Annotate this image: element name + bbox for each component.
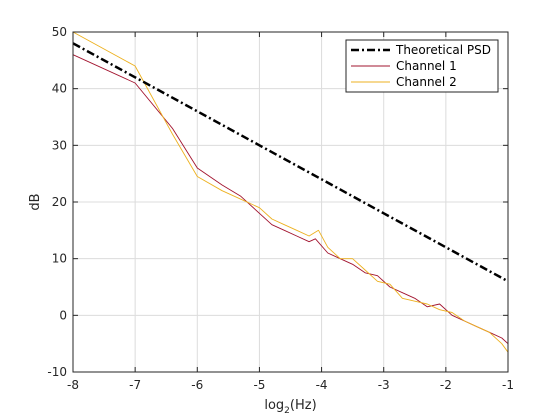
legend-label: Theoretical PSD (395, 43, 491, 57)
x-axis-label-suffix: (Hz) (290, 398, 317, 413)
y-tick-label: 20 (52, 195, 67, 209)
x-tick-label: -4 (316, 378, 328, 392)
legend-label: Channel 2 (396, 75, 457, 89)
x-tick-label: -3 (378, 378, 390, 392)
x-axis-label-main: log (264, 398, 284, 413)
y-tick-label: -10 (47, 365, 67, 379)
x-tick-label: -8 (67, 378, 79, 392)
x-tick-label: -5 (253, 378, 265, 392)
series-line-theoretical-psd (72, 42, 509, 283)
y-tick-label: 0 (59, 308, 67, 322)
x-tick-label: -2 (440, 378, 452, 392)
y-axis-label: dB (28, 193, 43, 210)
legend-label: Channel 1 (396, 59, 457, 73)
x-tick-label: -7 (129, 378, 141, 392)
x-tick-label: -6 (191, 378, 203, 392)
legend: Theoretical PSD Channel 1 Channel 2 (345, 39, 499, 93)
x-axis-label-subscript: 2 (284, 406, 290, 416)
y-tick-label: 40 (52, 82, 67, 96)
series-line-channel-2 (72, 31, 509, 353)
y-tick-label: 10 (52, 252, 67, 266)
ticks: -8 -7 -6 -5 -4 -3 -2 -1 -10 0 10 20 30 40 50 (47, 25, 514, 392)
x-tick-label: -1 (502, 378, 514, 392)
series-line-channel-1 (72, 54, 509, 345)
x-axis-label: log2(Hz) (264, 398, 316, 416)
y-tick-label: 30 (52, 138, 67, 152)
y-tick-label: 50 (52, 25, 67, 39)
series-layer (72, 31, 509, 353)
